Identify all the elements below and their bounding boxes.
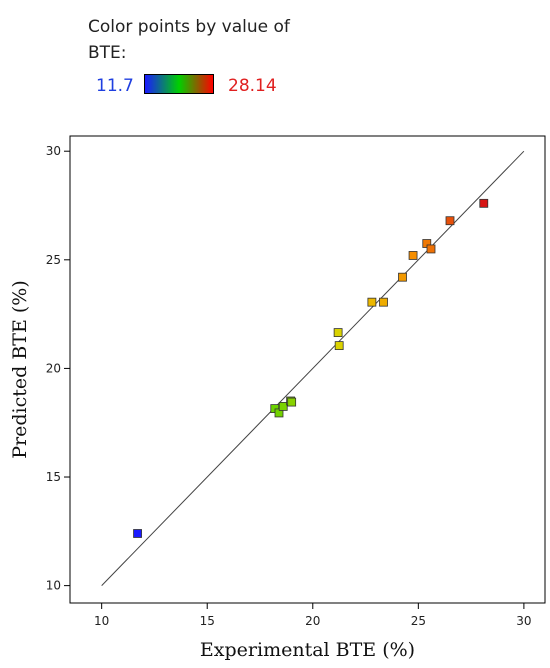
data-points xyxy=(133,198,489,538)
y-tick-label: 10 xyxy=(46,579,61,593)
x-tick-label: 10 xyxy=(94,614,109,628)
data-point xyxy=(479,198,489,208)
x-tick-label: 25 xyxy=(411,614,426,628)
x-axis-title: Experimental BTE (%) xyxy=(200,639,415,661)
data-point xyxy=(287,397,297,407)
y-tick-label: 20 xyxy=(46,361,61,375)
x-axis-ticks: 10 15 20 25 30 xyxy=(94,603,532,628)
data-point xyxy=(398,272,407,282)
data-point xyxy=(426,244,436,254)
reference-line xyxy=(101,150,525,586)
data-point xyxy=(133,529,142,538)
plot-frame xyxy=(69,135,546,604)
data-point xyxy=(278,402,288,411)
legend-min-label: 11.7 xyxy=(96,76,134,96)
x-tick-label: 20 xyxy=(305,614,320,628)
legend-color-bar xyxy=(144,74,214,94)
y-axis-title: Predicted BTE (%) xyxy=(9,280,31,459)
y-tick-label: 30 xyxy=(46,144,61,158)
data-point xyxy=(408,251,418,260)
data-point xyxy=(334,341,344,351)
data-point xyxy=(333,328,343,337)
y-tick-label: 15 xyxy=(46,470,61,484)
x-tick-label: 15 xyxy=(200,614,215,628)
legend-max-label: 28.14 xyxy=(228,76,277,96)
x-tick-label: 30 xyxy=(516,614,531,628)
y-axis-ticks: 10 15 20 25 30 xyxy=(46,144,70,593)
y-tick-label: 25 xyxy=(46,253,61,267)
data-point xyxy=(367,297,377,307)
data-point xyxy=(379,297,388,307)
legend-title: Color points by value of BTE: xyxy=(88,17,290,63)
data-point xyxy=(445,216,455,226)
